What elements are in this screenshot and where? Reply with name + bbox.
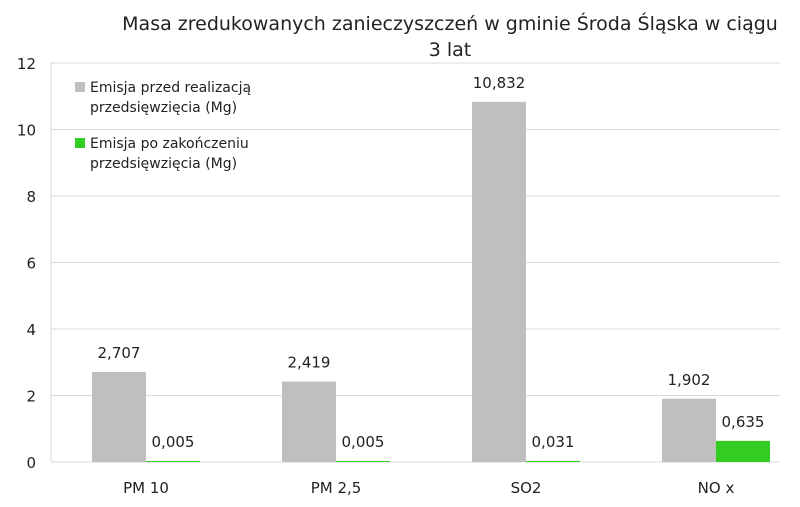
x-tick-label: PM 2,5 xyxy=(311,479,362,497)
chart-title: Masa zredukowanych zanieczyszczeń w gmin… xyxy=(122,11,778,35)
bar xyxy=(716,440,770,462)
y-tick-label: 2 xyxy=(26,388,36,406)
bar xyxy=(336,461,390,462)
data-label: 0,005 xyxy=(152,433,195,451)
y-tick-label: 8 xyxy=(26,188,36,206)
legend-swatch xyxy=(75,82,85,92)
legend-label: Emisja po zakończeniu xyxy=(90,136,249,152)
x-tick-label: SO2 xyxy=(511,479,542,497)
bar xyxy=(92,371,146,462)
data-label: 0,005 xyxy=(342,433,385,451)
legend-label: przedsięwzięcia (Mg) xyxy=(90,156,237,172)
x-tick-label: PM 10 xyxy=(123,479,169,497)
x-tick-label: NO x xyxy=(698,479,735,497)
legend-swatch xyxy=(75,138,85,148)
chart-title: 3 lat xyxy=(429,39,472,61)
legend-label: Emisja przed realizacją xyxy=(90,80,251,96)
data-label: 1,902 xyxy=(668,371,711,389)
data-label: 0,635 xyxy=(722,413,765,431)
data-label: 2,707 xyxy=(98,344,141,362)
bar xyxy=(472,101,526,462)
bar xyxy=(282,381,336,462)
bar xyxy=(662,398,716,462)
legend-label: przedsięwzięcia (Mg) xyxy=(90,100,237,116)
data-label: 2,419 xyxy=(288,354,331,372)
y-tick-label: 12 xyxy=(17,55,36,73)
y-tick-label: 6 xyxy=(26,255,36,273)
y-tick-label: 4 xyxy=(26,321,36,339)
y-tick-label: 0 xyxy=(26,454,36,472)
bar xyxy=(526,460,580,462)
data-label: 0,031 xyxy=(532,433,575,451)
y-tick-label: 10 xyxy=(17,122,36,140)
bar xyxy=(146,461,200,462)
data-label: 10,832 xyxy=(473,74,526,92)
